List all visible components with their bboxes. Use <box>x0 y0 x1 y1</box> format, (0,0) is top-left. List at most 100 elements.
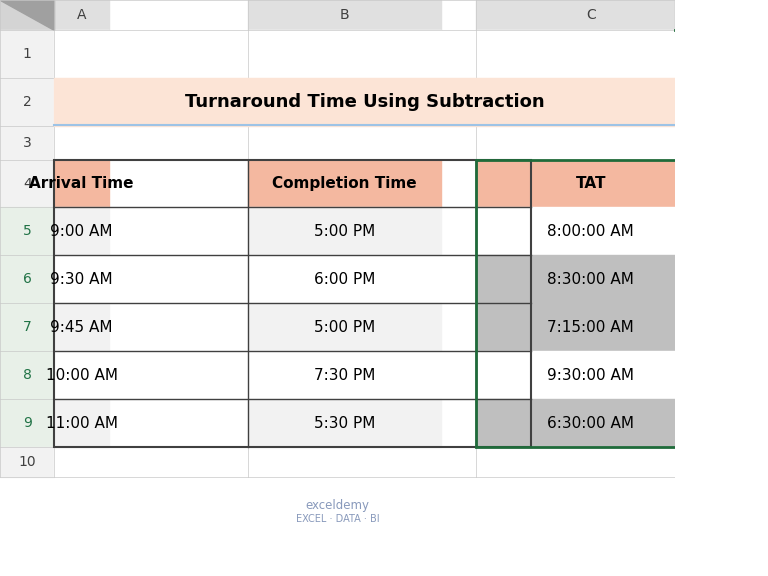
Bar <box>248 255 442 303</box>
Bar <box>55 30 109 78</box>
Bar <box>675 447 768 477</box>
Bar <box>248 351 442 399</box>
Bar <box>55 160 531 447</box>
Text: 9:45 AM: 9:45 AM <box>51 320 113 335</box>
Text: 8:30:00 AM: 8:30:00 AM <box>548 271 634 286</box>
Bar <box>675 126 768 160</box>
Bar <box>675 30 768 78</box>
Bar <box>248 351 442 399</box>
Bar <box>248 0 442 30</box>
Text: 7: 7 <box>23 320 31 334</box>
Bar <box>0 255 55 303</box>
Text: C: C <box>586 8 595 22</box>
Text: 11:00 AM: 11:00 AM <box>46 415 118 430</box>
Bar <box>248 160 442 207</box>
Bar <box>476 255 705 303</box>
Bar <box>55 0 109 30</box>
Text: 9:00 AM: 9:00 AM <box>51 223 113 238</box>
Bar <box>476 207 705 255</box>
Bar <box>0 303 55 351</box>
Bar <box>55 78 675 126</box>
Bar <box>476 207 705 255</box>
Bar <box>476 447 705 477</box>
Text: Completion Time: Completion Time <box>272 176 417 191</box>
Bar <box>675 303 768 351</box>
Bar <box>476 399 705 447</box>
Text: 8:00:00 AM: 8:00:00 AM <box>548 223 634 238</box>
Bar <box>55 78 109 126</box>
Bar <box>675 399 768 447</box>
Text: 5: 5 <box>23 224 31 238</box>
Bar <box>248 207 442 255</box>
Text: 9:30 AM: 9:30 AM <box>51 271 113 286</box>
Bar <box>248 303 442 351</box>
Bar <box>0 160 55 207</box>
Bar <box>476 255 705 303</box>
Text: Arrival Time: Arrival Time <box>29 176 134 191</box>
Bar <box>476 126 705 160</box>
Text: 5:00 PM: 5:00 PM <box>314 320 376 335</box>
Bar <box>55 126 109 160</box>
Text: A: A <box>77 8 87 22</box>
Bar <box>55 351 109 399</box>
Bar <box>476 30 705 78</box>
Text: Turnaround Time Using Subtraction: Turnaround Time Using Subtraction <box>185 93 545 111</box>
Bar <box>0 126 55 160</box>
Text: 5:00 PM: 5:00 PM <box>314 223 376 238</box>
Bar <box>55 160 109 207</box>
Bar <box>0 207 55 255</box>
Text: 6:30:00 AM: 6:30:00 AM <box>547 415 634 430</box>
Bar <box>55 447 109 477</box>
Bar <box>248 207 442 255</box>
Bar <box>248 399 442 447</box>
Text: 9:30:00 AM: 9:30:00 AM <box>547 367 634 382</box>
Bar <box>476 303 705 351</box>
Bar <box>248 303 442 351</box>
Bar <box>675 255 768 303</box>
Bar <box>248 126 442 160</box>
Bar <box>675 0 768 30</box>
Text: 10: 10 <box>18 455 36 469</box>
Bar <box>0 447 55 477</box>
Bar <box>675 160 768 207</box>
Bar <box>675 78 768 126</box>
Bar <box>55 160 109 207</box>
Text: 4: 4 <box>23 176 31 191</box>
Bar <box>0 0 55 30</box>
Text: 1: 1 <box>23 47 31 61</box>
Text: 6: 6 <box>23 272 31 286</box>
Bar <box>476 303 705 351</box>
Bar <box>55 303 109 351</box>
Text: TAT: TAT <box>575 176 606 191</box>
Bar <box>248 399 442 447</box>
Bar <box>55 207 109 255</box>
Bar <box>248 160 442 207</box>
Text: 6:00 PM: 6:00 PM <box>314 271 376 286</box>
Bar <box>675 351 768 399</box>
Bar <box>248 30 442 78</box>
Bar <box>55 399 109 447</box>
Bar <box>55 255 109 303</box>
Text: 9: 9 <box>23 416 31 430</box>
Bar <box>476 78 705 126</box>
Bar <box>476 351 705 399</box>
Text: 3: 3 <box>23 136 31 150</box>
Bar <box>476 351 705 399</box>
Bar <box>0 78 55 126</box>
Bar <box>0 30 55 78</box>
Bar <box>248 447 442 477</box>
Bar <box>55 399 109 447</box>
Text: 7:30 PM: 7:30 PM <box>314 367 376 382</box>
Text: B: B <box>339 8 349 22</box>
Polygon shape <box>0 0 55 30</box>
Text: 10:00 AM: 10:00 AM <box>46 367 118 382</box>
Text: exceldemy: exceldemy <box>306 499 369 512</box>
Text: 2: 2 <box>23 95 31 109</box>
Bar <box>55 303 109 351</box>
Bar <box>675 207 768 255</box>
Bar <box>476 0 705 30</box>
Text: EXCEL · DATA · BI: EXCEL · DATA · BI <box>296 514 379 525</box>
Bar <box>476 160 705 447</box>
Bar <box>55 255 109 303</box>
Bar <box>248 78 442 126</box>
